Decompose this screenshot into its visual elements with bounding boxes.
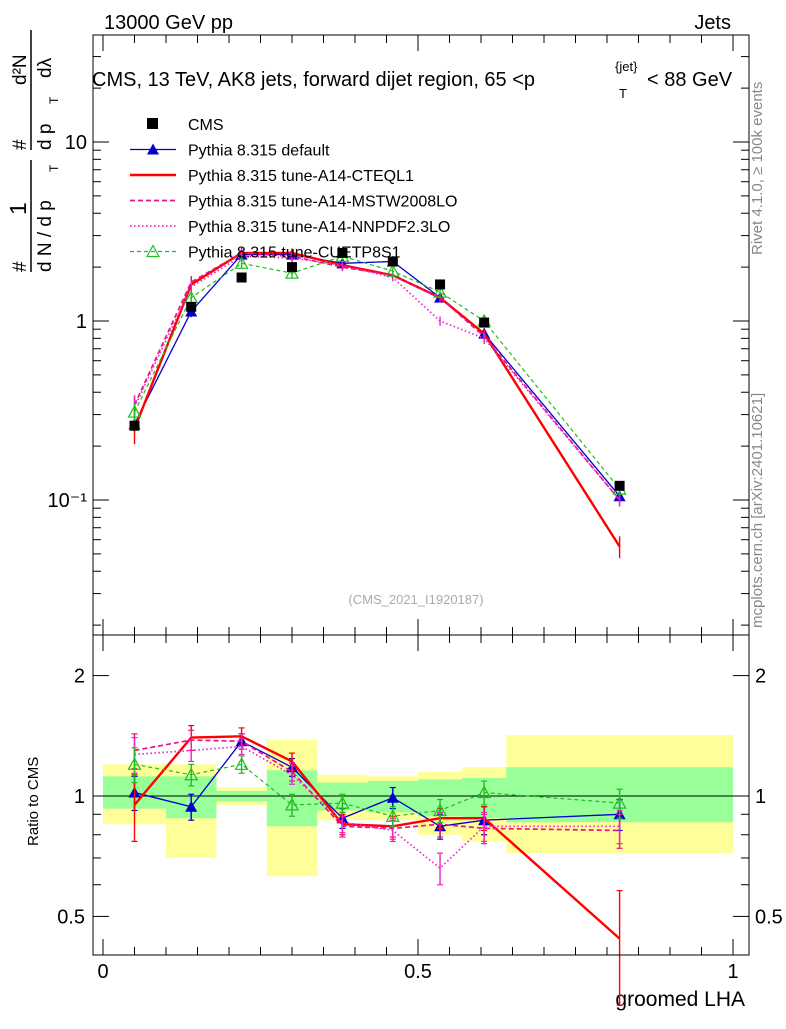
cms-data-point bbox=[479, 317, 490, 328]
cms-data-point bbox=[435, 279, 446, 290]
series-marker bbox=[184, 767, 199, 781]
ylabel-hash1: # bbox=[10, 261, 31, 272]
ylabel-hash2: # bbox=[10, 139, 31, 150]
mcplots-label: mcplots.cern.ch [arXiv:2401.10621] bbox=[749, 393, 766, 628]
x-tick-label: 0.5 bbox=[404, 961, 432, 983]
cms-data-point bbox=[387, 256, 398, 267]
legend-cms-label: CMS bbox=[188, 117, 224, 134]
legend-marker-0 bbox=[147, 143, 159, 155]
legend: CMS Pythia 8.315 default Pythia 8.315 tune… bbox=[130, 117, 457, 262]
series-marker bbox=[127, 757, 142, 770]
legend-label-2: Pythia 8.315 tune-A14-MSTW2008LO bbox=[188, 194, 457, 211]
top-panel-series bbox=[127, 247, 627, 559]
series-2-top-line bbox=[133, 252, 621, 501]
x-axis-title: groomed LHA bbox=[615, 988, 745, 1011]
top-y-axis-title: # 1 d N / d p T # d²N d p T dλ bbox=[5, 30, 61, 272]
plot-title-main-text: CMS, 13 TeV, AK8 jets, forward dijet reg… bbox=[92, 69, 535, 91]
series-4-top-line bbox=[133, 255, 621, 490]
cms-data-point bbox=[287, 262, 297, 273]
series-0-top-line bbox=[133, 253, 621, 497]
legend-cms-marker bbox=[147, 118, 158, 129]
ratio-y-tick-label-right: 0.5 bbox=[755, 906, 783, 928]
cms-data-point bbox=[186, 301, 197, 312]
series-marker bbox=[284, 797, 300, 811]
series-marker bbox=[386, 791, 399, 803]
top-y-tick-label: 10⁻¹ bbox=[48, 490, 88, 512]
plot-title-end: < 88 GeV bbox=[647, 69, 733, 91]
ratio-y-tick-label: 2 bbox=[74, 666, 85, 688]
ylabel-dN-sub: T bbox=[47, 164, 61, 172]
top-y-tick-label: 1 bbox=[76, 311, 87, 333]
category-label: Jets bbox=[694, 12, 731, 34]
series-marker bbox=[385, 808, 400, 822]
series-marker bbox=[185, 800, 198, 812]
ratio-y-tick-label: 1 bbox=[74, 786, 85, 808]
series-marker bbox=[234, 757, 249, 770]
cms-data-point bbox=[614, 480, 625, 491]
cms-data-point bbox=[236, 272, 247, 283]
plot-title-superscript: {jet} bbox=[615, 59, 638, 74]
cms-data-point bbox=[129, 420, 140, 431]
series-marker bbox=[127, 404, 142, 418]
ratio-panel-frame bbox=[92, 634, 750, 956]
ylabel-dp: d p bbox=[35, 124, 56, 150]
series-marker bbox=[612, 795, 627, 809]
series-1-top-line bbox=[133, 251, 621, 548]
analysis-id-label: (CMS_2021_I1920187) bbox=[348, 592, 483, 607]
ratio-y-axis-title: Ratio to CMS bbox=[25, 757, 42, 846]
ylabel-one: 1 bbox=[5, 202, 31, 215]
top-panel-data-points bbox=[129, 247, 625, 491]
ylabel-dlambda: dλ bbox=[35, 57, 56, 78]
x-tick-label: 0 bbox=[97, 961, 108, 983]
legend-label-4: Pythia 8.315 tune-CUETP8S1 bbox=[188, 245, 401, 262]
ratio-y-tick-label-right: 2 bbox=[755, 666, 766, 688]
ylabel-dN: d N / d p bbox=[35, 200, 56, 272]
cms-data-point bbox=[337, 247, 348, 258]
top-y-tick-label: 10 bbox=[65, 132, 87, 154]
ratio-y-tick-label-right: 1 bbox=[755, 786, 766, 808]
legend-label-3: Pythia 8.315 tune-A14-NNPDF2.3LO bbox=[188, 219, 450, 236]
ylabel-d2N: d²N bbox=[10, 54, 31, 85]
x-tick-label: 1 bbox=[727, 961, 738, 983]
series-marker bbox=[284, 265, 300, 279]
series-marker bbox=[234, 256, 249, 269]
rivet-version-label: Rivet 4.1.0, ≥ 100k events bbox=[749, 82, 766, 255]
ratio-uncertainty-bands bbox=[103, 735, 733, 877]
series-marker bbox=[433, 284, 448, 298]
legend-label-0: Pythia 8.315 default bbox=[188, 143, 330, 160]
ratio-panel-series bbox=[127, 724, 627, 1006]
legend-marker-4 bbox=[145, 244, 161, 258]
ratio-y-tick-label: 0.5 bbox=[57, 906, 85, 928]
series-marker bbox=[335, 795, 350, 809]
series-marker bbox=[477, 785, 492, 799]
legend-label-1: Pythia 8.315 tune-A14-CTEQL1 bbox=[188, 168, 414, 185]
series-marker bbox=[385, 263, 400, 277]
plot-title-group: CMS, 13 TeV, AK8 jets, forward dijet reg… bbox=[92, 59, 733, 101]
axes: 10⁻¹ 1 10 0.5 0.5 1 1 2 2 0 0.5 1 bbox=[48, 34, 783, 983]
series-marker bbox=[433, 803, 448, 817]
ylabel-dp-sub: T bbox=[47, 96, 61, 104]
plot-title-subscript: T bbox=[619, 86, 627, 101]
energy-label: 13000 GeV pp bbox=[104, 12, 233, 34]
